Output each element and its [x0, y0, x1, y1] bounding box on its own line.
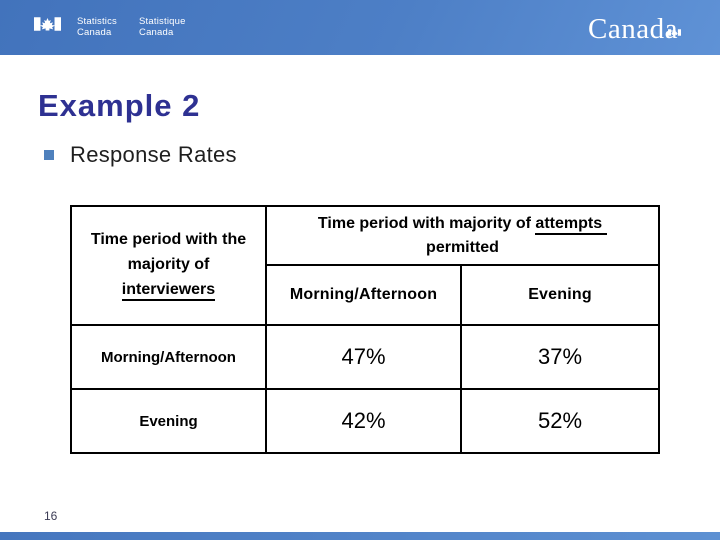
row-axis-header-line2: majority of — [127, 256, 210, 274]
col-axis-header-line2: permitted — [426, 238, 499, 256]
signature-fr-line1: Statistique — [139, 16, 186, 27]
bullet-item: Response Rates — [44, 142, 237, 168]
signature-text-fr: Statistique Canada — [139, 16, 186, 38]
col-header-evening: Evening — [459, 264, 661, 326]
value-cell: 52% — [459, 388, 661, 454]
canada-flag-icon — [34, 16, 61, 32]
row-axis-header-line1: Time period with the — [90, 231, 247, 249]
signature-en-line2: Canada — [77, 27, 112, 38]
col-axis-header-underlined: attempts — [535, 215, 608, 236]
table-header-row-1: Time period with the majority of intervi… — [70, 205, 661, 326]
value-cell: 37% — [459, 324, 661, 390]
signature-en-line1: Statistics — [77, 16, 118, 27]
col-axis-header-pre: Time period with majority of — [317, 215, 536, 233]
bullet-text: Response Rates — [70, 142, 237, 167]
row-label-evening: Evening — [70, 388, 267, 454]
col-header-morning-afternoon: Morning/Afternoon — [265, 264, 462, 326]
row-axis-header-cell: Time period with the majority of intervi… — [70, 205, 267, 326]
row-axis-header-underlined: interviewers — [121, 280, 216, 301]
table-header-row-2: Morning/Afternoon Evening — [71, 264, 661, 326]
page-number: 16 — [44, 509, 58, 523]
bottom-bar — [0, 532, 720, 540]
response-rates-table: Time period with the majority of intervi… — [70, 205, 661, 454]
canada-wordmark: Canada — [588, 12, 681, 45]
wordmark-text: Canada — [588, 13, 678, 45]
table-row: Evening 42% 52% — [70, 388, 661, 454]
col-axis-header-cell: Time period with majority of attempts pe… — [264, 205, 661, 266]
value-cell: 42% — [265, 388, 462, 454]
signature-fr-line2: Canada — [139, 27, 174, 38]
value-cell: 47% — [265, 324, 462, 390]
bullet-square-icon — [44, 150, 54, 160]
table-row: Morning/Afternoon 47% 37% — [70, 324, 661, 390]
row-label-morning-afternoon: Morning/Afternoon — [70, 324, 267, 390]
top-banner: Statistics Canada Statistique Canada Can… — [0, 0, 720, 55]
slide-title: Example 2 — [38, 88, 201, 123]
statcan-signature: Statistics Canada Statistique Canada — [34, 16, 186, 38]
wordmark-flag-icon — [667, 12, 681, 42]
signature-text-en: Statistics Canada — [77, 16, 117, 38]
